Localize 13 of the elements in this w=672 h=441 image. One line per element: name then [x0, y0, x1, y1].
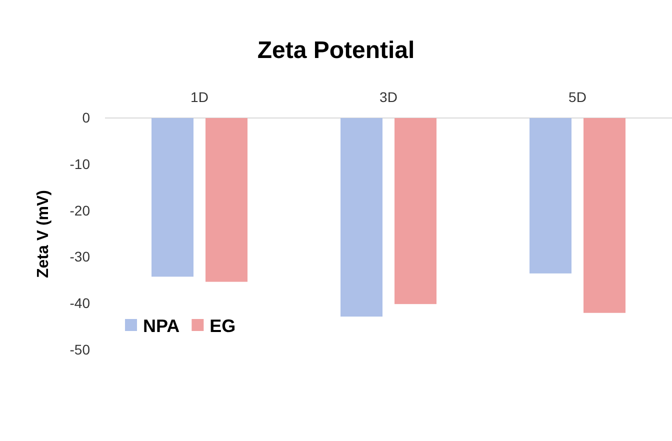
legend-label: NPA [143, 316, 180, 336]
y-tick-label: -50 [70, 341, 90, 358]
chart-title: Zeta Potential [257, 37, 415, 64]
y-tick-label: -40 [70, 295, 90, 312]
x-tick-label: 5D [568, 89, 586, 105]
x-tick-label: 1D [190, 89, 208, 105]
y-tick-label: -30 [70, 248, 90, 265]
y-axis-title: Zeta V (mV) [35, 190, 52, 278]
y-tick-label: -20 [70, 202, 90, 218]
x-tick-label: 3D [380, 89, 398, 105]
y-tick-label: 0 [82, 109, 90, 126]
y-tick-label: -10 [70, 156, 90, 172]
legend-label: EG [210, 316, 236, 336]
